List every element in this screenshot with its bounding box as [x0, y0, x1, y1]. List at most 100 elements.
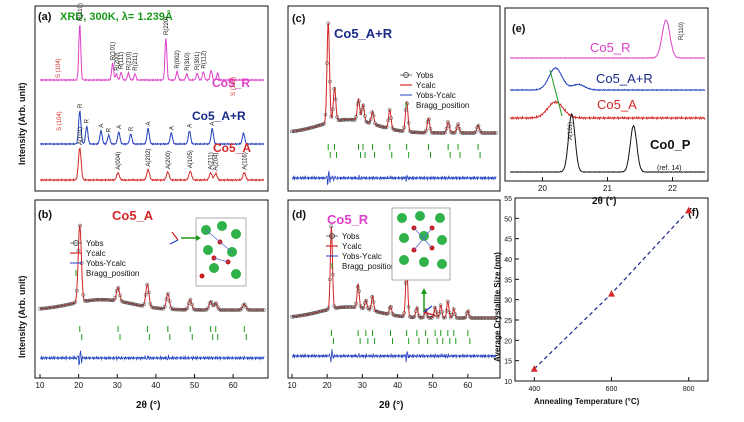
yobs-marker [332, 86, 337, 91]
yobs-marker [294, 314, 299, 319]
difference-trace [291, 170, 497, 186]
peak-label-anatase: A(211) [209, 152, 215, 170]
pattern-co5-r [509, 19, 706, 60]
panel-b-title: Co5_A [112, 208, 154, 223]
yobs-marker [432, 131, 437, 135]
yobs-marker [330, 107, 335, 112]
y-tick-label: 50 [504, 216, 512, 223]
yobs-marker [421, 130, 425, 135]
peak-label-rutile: R(112) [201, 51, 207, 69]
yobs-marker [486, 131, 491, 135]
yobs-marker [447, 310, 452, 315]
yobs-marker [453, 312, 458, 317]
yobs-marker [476, 123, 481, 128]
legend: Yobs Ycalc Yobs-Ycalc Bragg_position [326, 232, 395, 271]
yobs-marker [403, 281, 408, 285]
yobs-marker [443, 315, 447, 320]
x-axis-label: 2θ (°) [592, 196, 616, 207]
y-tick-label: 40 [504, 257, 512, 264]
y-tick-label: 35 [504, 277, 512, 284]
yobs-marker [346, 305, 351, 309]
yobs-marker [437, 312, 442, 316]
yobs-marker [361, 306, 366, 310]
yobs-marker [209, 299, 214, 304]
yobs-marker [397, 314, 402, 319]
yobs-marker [326, 21, 331, 26]
yobs-marker [190, 302, 194, 307]
yobs-marker [446, 299, 450, 304]
yobs-marker [481, 316, 485, 320]
label-co5-a: Co5_A [213, 141, 251, 155]
yobs-marker [489, 316, 494, 320]
yobs-marker [290, 129, 294, 134]
panel-c-title: Co5_A+R [334, 26, 393, 41]
yobs-marker [344, 117, 348, 122]
yobs-marker [364, 298, 369, 303]
yobs-marker [326, 306, 331, 310]
yobs-marker [323, 308, 328, 313]
legend: Yobs Ycalc Yobs-Ycalc Bragg_position [400, 71, 469, 110]
y-tick-label: 30 [504, 298, 512, 305]
yobs-markers [38, 223, 266, 312]
pattern-co5-r [39, 25, 264, 82]
yobs-marker [148, 302, 153, 306]
pattern-co0-p [509, 112, 706, 173]
yobs-marker [74, 288, 79, 293]
yobs-marker [342, 305, 347, 309]
bragg-ticks [330, 330, 471, 344]
yobs-marker [470, 316, 475, 320]
peak-label-anatase: A(004) [116, 152, 122, 170]
yobs-marker [421, 315, 425, 320]
label-co5-a-r: Co5_A+R [192, 109, 246, 123]
yobs-marker [397, 128, 402, 133]
yobs-marker [454, 315, 459, 320]
x-axis-label-d: 2θ (°) [379, 400, 403, 411]
yobs-marker [260, 308, 265, 312]
yobs-marker [415, 130, 420, 135]
yobs-marker [381, 125, 386, 130]
yobs-marker [400, 314, 405, 319]
yobs-marker [361, 103, 366, 108]
yobs-marker [341, 117, 345, 122]
peak-label-mixed: A [99, 124, 105, 128]
peak-label-rutile: R(101) [111, 42, 117, 60]
yobs-marker [328, 277, 332, 282]
x-tick-label: 30 [113, 381, 122, 390]
panel-a-tag: (a) [38, 11, 52, 23]
yobs-marker [336, 305, 341, 310]
yobs-marker [412, 314, 417, 319]
yobs-marker [386, 118, 391, 123]
panel-c-frame [287, 5, 501, 192]
legend-bragg: Bragg_position [342, 262, 395, 271]
x-tick-label: 20 [74, 381, 83, 390]
yobs-marker [485, 131, 490, 135]
yobs-marker [411, 315, 415, 320]
yobs-marker [486, 316, 491, 320]
yobs-marker [329, 114, 334, 119]
yobs-marker [330, 272, 335, 277]
yobs-marker [435, 131, 440, 135]
yobs-marker [476, 316, 481, 320]
yobs-marker [437, 131, 442, 135]
x-tick-label: 400 [528, 386, 540, 393]
pattern-co5-a-r [509, 66, 706, 92]
label-co0-p: Co0_P [650, 137, 691, 152]
yobs-marker [360, 306, 364, 311]
x-tick-label: 10 [36, 381, 45, 390]
yobs-marker [346, 117, 351, 122]
y-tick-label: 10 [504, 379, 512, 386]
peak-label-anatase: A(105) [188, 150, 194, 168]
data-point-marker [608, 290, 615, 297]
yobs-marker [460, 131, 465, 135]
yobs-marker [387, 108, 392, 112]
x-tick-label: 20 [538, 184, 547, 193]
yobs-marker [488, 316, 493, 320]
panel-f-frame [514, 197, 709, 382]
yobs-marker [239, 306, 244, 311]
x-tick-label: 21 [603, 184, 612, 193]
yobs-marker [459, 130, 463, 135]
panel-b-tag: (b) [38, 209, 52, 221]
yobs-marker [432, 305, 437, 310]
yobs-marker [118, 293, 122, 298]
pattern-co5-a-r [39, 109, 264, 146]
